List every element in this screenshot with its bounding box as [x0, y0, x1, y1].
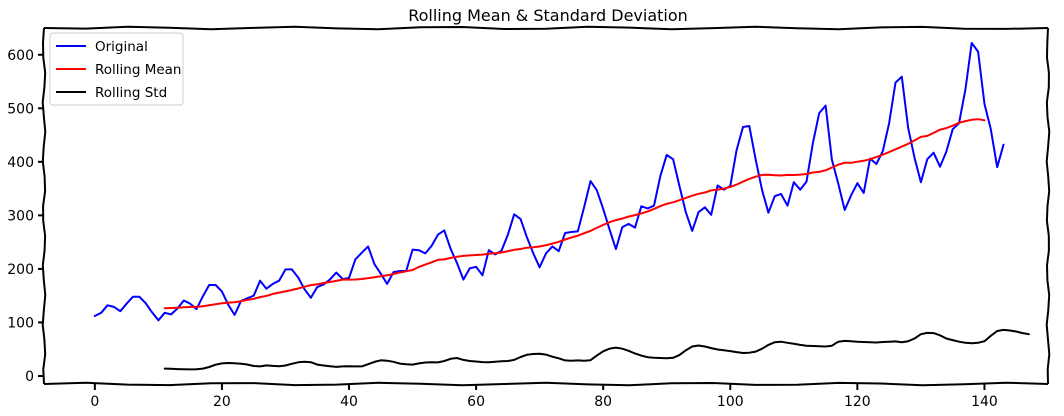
y-tick-label: 400	[7, 155, 34, 171]
axes-spine	[1045, 27, 1051, 385]
x-tick-label: 60	[467, 394, 485, 410]
x-tick-label: 80	[594, 394, 612, 410]
legend-label-rolling-std: Rolling Std	[95, 85, 167, 101]
x-tick-label: 120	[844, 394, 871, 410]
legend: Original Rolling Mean Rolling Std	[49, 32, 184, 106]
axes-frame	[41, 25, 1051, 387]
y-tick-label: 500	[7, 101, 34, 117]
x-tick-label: 40	[340, 394, 358, 410]
x-tick-label: 100	[717, 394, 744, 410]
plot-area	[93, 42, 1030, 371]
series-rolling-mean-line	[163, 118, 986, 310]
legend-box	[49, 32, 184, 106]
series-rolling-std-line	[163, 328, 1030, 371]
y-tick-label: 300	[7, 208, 34, 224]
y-tick-label: 600	[7, 48, 34, 64]
x-tick-label: 20	[213, 394, 231, 410]
series-original-line	[93, 42, 1005, 322]
axes-spine	[41, 27, 47, 385]
y-tick-label: 0	[25, 369, 34, 385]
chart-title: Rolling Mean & Standard Deviation	[408, 6, 688, 25]
y-tick-label: 100	[7, 315, 34, 331]
y-axis: 0 100 200 300 400 500 600	[7, 48, 44, 385]
x-tick-label: 0	[90, 394, 99, 410]
legend-label-rolling-mean: Rolling Mean	[95, 62, 181, 78]
x-axis: 0 20 40 60 80 100 120 140	[90, 384, 998, 410]
x-tick-label: 140	[971, 394, 998, 410]
axes-spine	[43, 25, 1049, 31]
legend-label-original: Original	[95, 39, 148, 55]
axes-spine	[43, 381, 1049, 387]
y-tick-label: 200	[7, 262, 34, 278]
